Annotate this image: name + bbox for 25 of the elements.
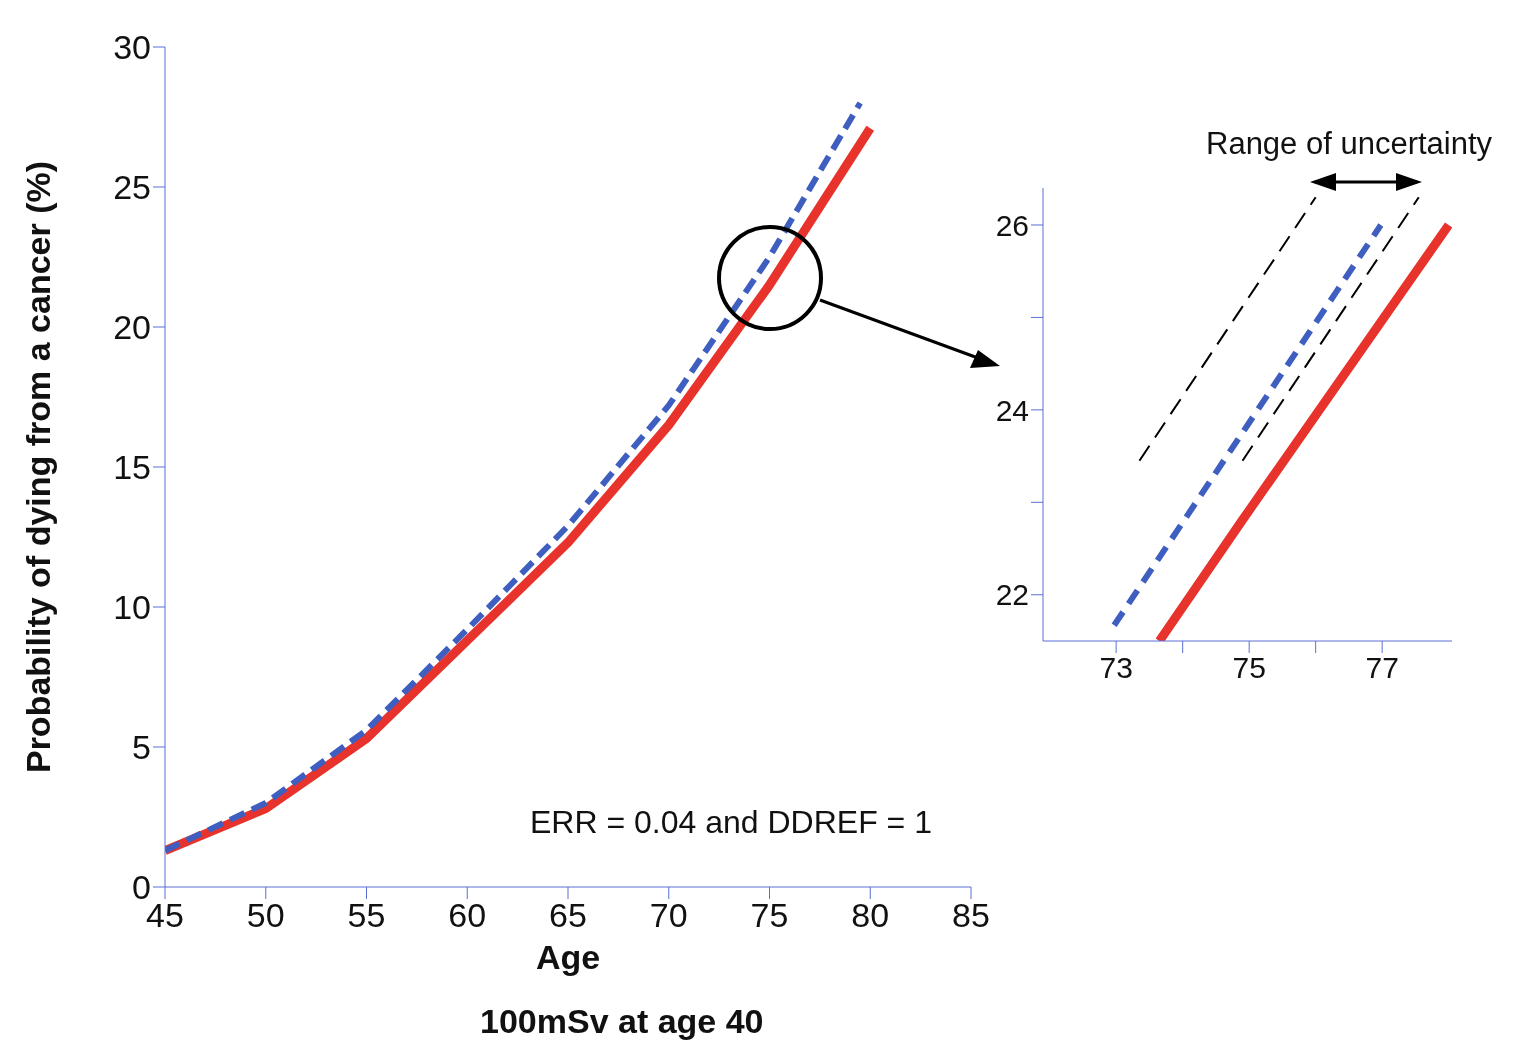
x-tick-label: 85 xyxy=(952,896,990,935)
x-tick-label: 65 xyxy=(549,896,587,935)
x-tick-label: 70 xyxy=(649,896,688,935)
y-tick-label: 15 xyxy=(113,448,151,487)
y-tick-label: 10 xyxy=(113,588,151,627)
x-tick-label: 75 xyxy=(750,896,789,935)
x-tick-label: 73 xyxy=(1099,651,1133,685)
x-tick-label: 60 xyxy=(448,896,487,935)
y-axis-title: Probability of dying from a cancer (%) xyxy=(19,160,58,774)
text: 100mSv at age 40 xyxy=(480,1002,764,1041)
x-tick-label: 77 xyxy=(1365,651,1399,685)
y-tick-label: 24 xyxy=(995,393,1029,427)
y-tick-label: 5 xyxy=(132,728,151,767)
x-tick-label: 55 xyxy=(347,896,386,935)
y-tick-label: 30 xyxy=(113,28,151,67)
y-tick-label: 25 xyxy=(113,168,151,207)
y-tick-label: 20 xyxy=(113,308,151,347)
y-tick-label: 22 xyxy=(995,578,1029,612)
x-tick-label: 80 xyxy=(851,896,890,935)
annotation: ERR = 0.04 and DDREF = 1 xyxy=(530,804,932,841)
x-tick-label: 75 xyxy=(1232,651,1266,685)
text: Range of uncertainty xyxy=(1206,126,1493,162)
x-tick-label: 50 xyxy=(246,896,285,935)
x-axis-title: Age xyxy=(535,938,601,976)
y-tick-label: 26 xyxy=(995,208,1029,242)
